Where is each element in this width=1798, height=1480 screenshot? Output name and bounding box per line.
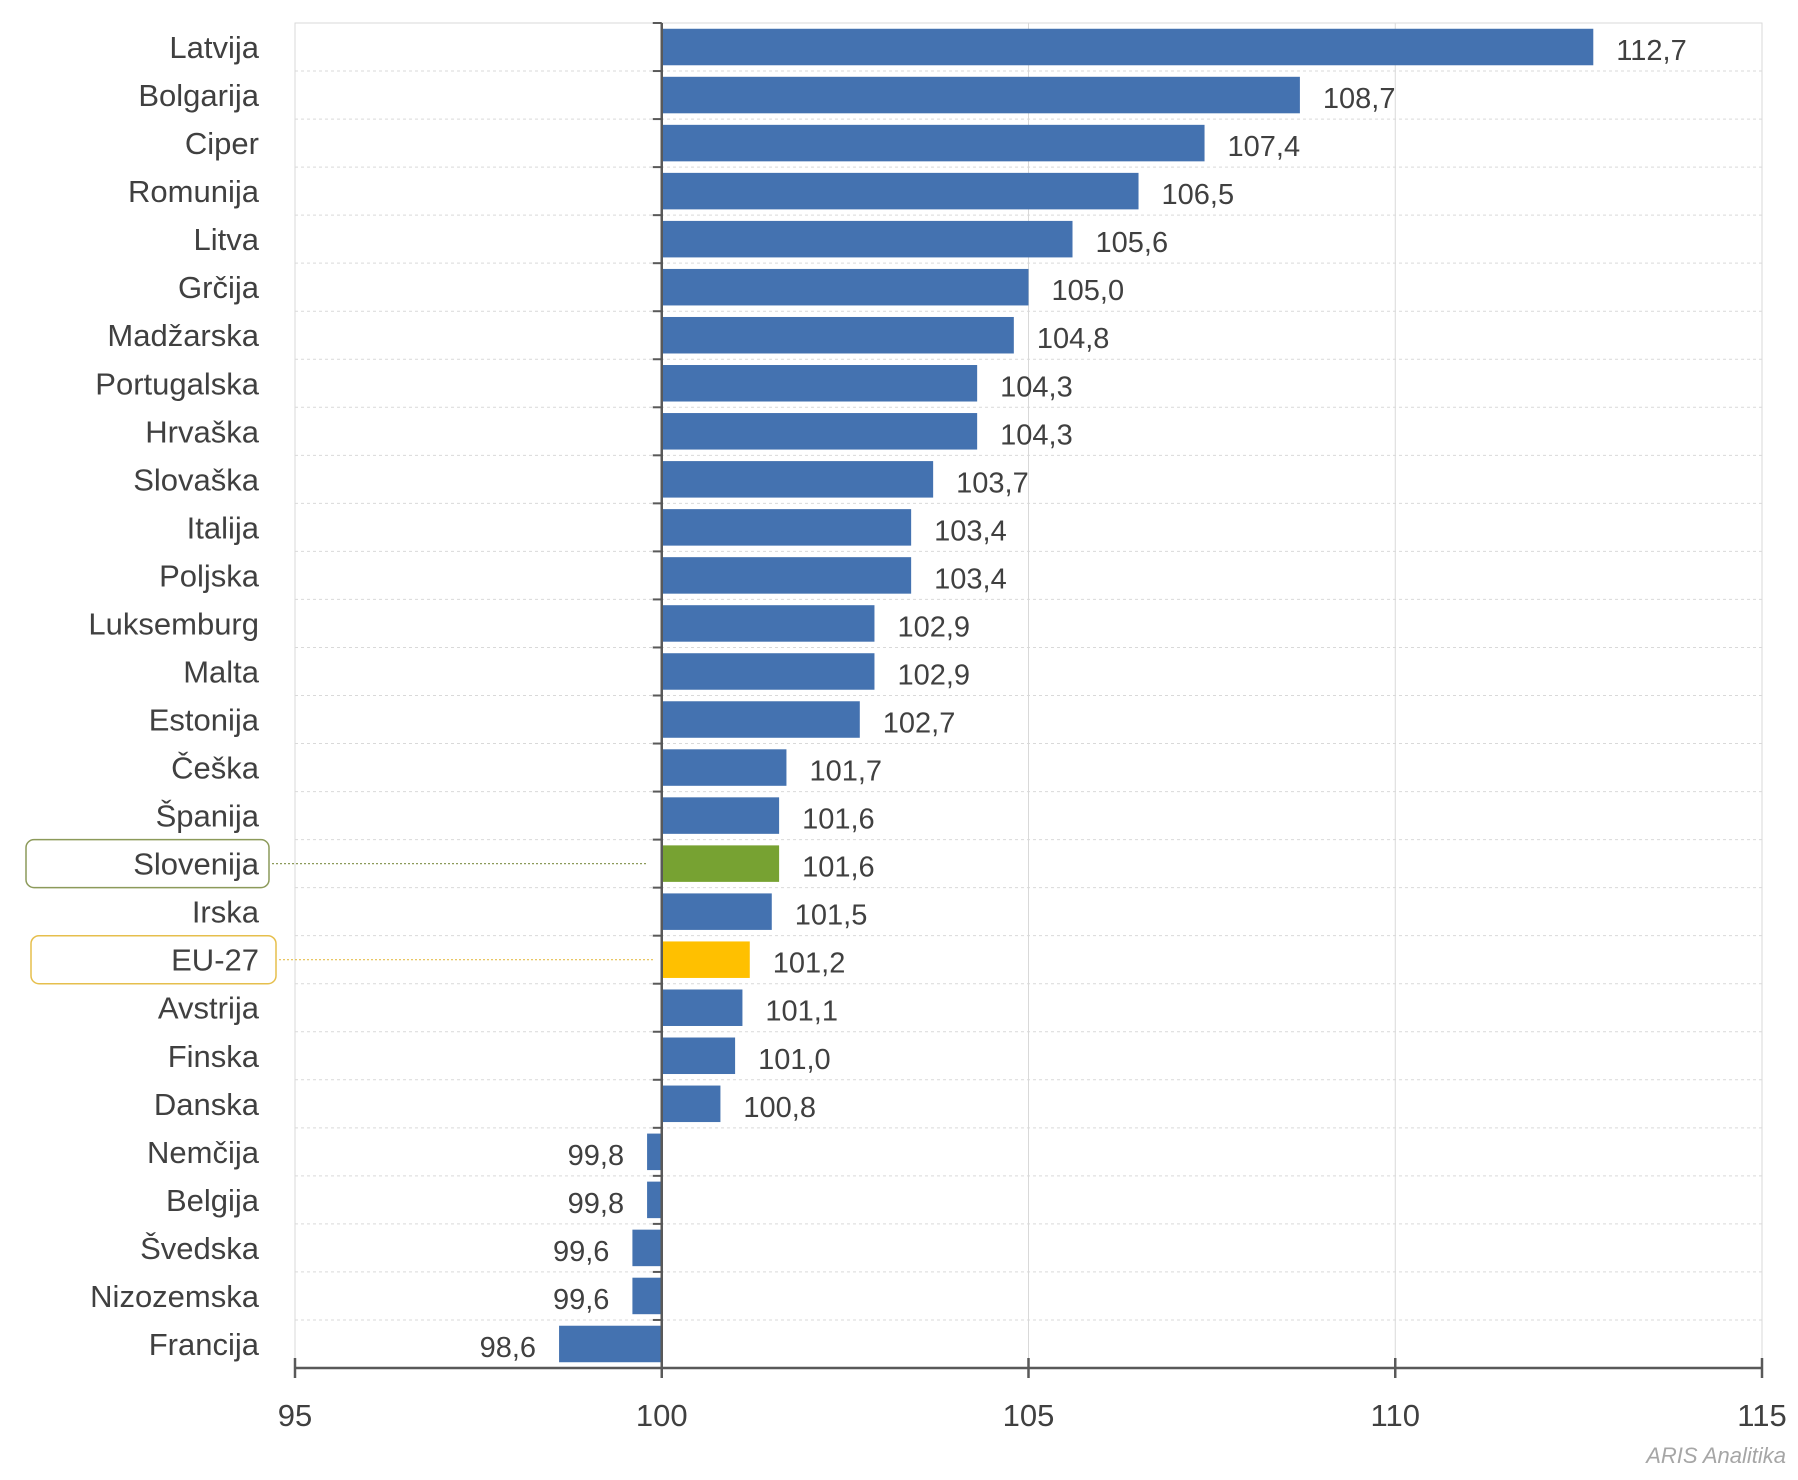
category-label: Hrvaška bbox=[145, 414, 259, 449]
bar bbox=[632, 1229, 662, 1267]
category-label: EU-27 bbox=[171, 943, 259, 978]
category-label: Italija bbox=[187, 510, 260, 545]
data-label: 104,3 bbox=[1000, 371, 1073, 403]
bar bbox=[661, 220, 1073, 258]
data-label: 104,8 bbox=[1037, 323, 1110, 355]
bar bbox=[661, 893, 772, 930]
category-label: Ciper bbox=[185, 126, 259, 161]
bar bbox=[661, 509, 912, 546]
category-label: Poljska bbox=[159, 558, 260, 593]
data-label: 102,7 bbox=[883, 708, 956, 740]
bar bbox=[661, 124, 1205, 162]
bar bbox=[661, 749, 787, 786]
x-tick-label: 100 bbox=[636, 1398, 688, 1433]
x-tick-label: 105 bbox=[1003, 1398, 1055, 1433]
bar bbox=[661, 461, 934, 498]
data-label: 104,3 bbox=[1000, 419, 1073, 451]
data-label: 99,6 bbox=[553, 1236, 609, 1268]
watermark: ARIS Analitika bbox=[1646, 1443, 1786, 1468]
data-label: 102,9 bbox=[897, 659, 970, 691]
category-label: Slovenija bbox=[133, 847, 260, 882]
data-label: 103,4 bbox=[934, 515, 1007, 547]
bar bbox=[661, 845, 780, 882]
data-label: 105,6 bbox=[1096, 227, 1169, 259]
category-label: Nemčija bbox=[147, 1135, 260, 1170]
category-label: Romunija bbox=[128, 174, 260, 209]
bar bbox=[661, 172, 1139, 210]
bar bbox=[661, 653, 875, 690]
category-label: Estonija bbox=[149, 703, 260, 738]
category-label: Portugalska bbox=[95, 366, 259, 401]
data-label: 103,4 bbox=[934, 563, 1007, 595]
data-label: 112,7 bbox=[1616, 35, 1686, 67]
bar bbox=[647, 1133, 662, 1171]
category-label: Bolgarija bbox=[138, 78, 259, 113]
data-label: 99,8 bbox=[568, 1188, 624, 1220]
bar bbox=[559, 1325, 662, 1363]
bar bbox=[661, 941, 750, 978]
x-tick-label: 110 bbox=[1371, 1398, 1420, 1433]
data-label: 99,6 bbox=[553, 1284, 609, 1316]
bar bbox=[661, 1037, 736, 1075]
data-label: 100,8 bbox=[743, 1092, 816, 1124]
data-label: 101,1 bbox=[765, 996, 838, 1028]
bar bbox=[661, 76, 1300, 114]
bar bbox=[661, 316, 1014, 354]
bar bbox=[661, 605, 875, 642]
x-tick-label: 95 bbox=[278, 1398, 312, 1433]
bar bbox=[661, 28, 1594, 66]
x-tick-label: 115 bbox=[1737, 1398, 1786, 1433]
bar bbox=[661, 365, 978, 402]
bar bbox=[661, 797, 780, 834]
category-label: Grčija bbox=[178, 270, 260, 305]
data-label: 101,6 bbox=[802, 804, 875, 836]
bar bbox=[661, 1085, 721, 1123]
data-label: 105,0 bbox=[1052, 275, 1125, 307]
data-label: 107,4 bbox=[1228, 131, 1301, 163]
category-label: Finska bbox=[168, 1039, 260, 1074]
category-label: Litva bbox=[194, 222, 260, 257]
category-label: Malta bbox=[183, 654, 260, 689]
bar bbox=[632, 1277, 662, 1315]
category-label: Slovaška bbox=[133, 462, 260, 497]
category-label: Latvija bbox=[169, 30, 259, 65]
slovenia-highlight-box bbox=[25, 838, 270, 889]
data-label: 103,7 bbox=[956, 467, 1029, 499]
data-label: 106,5 bbox=[1162, 179, 1235, 211]
category-label: Francija bbox=[149, 1327, 260, 1362]
category-label: Danska bbox=[154, 1087, 260, 1122]
data-label: 101,5 bbox=[795, 900, 868, 932]
data-label: 108,7 bbox=[1323, 83, 1396, 115]
data-label: 99,8 bbox=[568, 1140, 624, 1172]
bar bbox=[661, 413, 978, 450]
category-label: Švedska bbox=[140, 1231, 260, 1266]
data-label: 101,6 bbox=[802, 852, 875, 884]
bar bbox=[661, 557, 912, 594]
data-label: 98,6 bbox=[480, 1332, 536, 1364]
bar bbox=[661, 268, 1029, 306]
category-label: Češka bbox=[171, 751, 260, 786]
category-label: Irska bbox=[192, 895, 260, 930]
category-label: Belgija bbox=[166, 1183, 260, 1218]
data-label: 101,2 bbox=[773, 948, 846, 980]
category-label: Nizozemska bbox=[90, 1279, 260, 1314]
category-label: Avstrija bbox=[158, 991, 260, 1026]
bar bbox=[661, 701, 860, 738]
category-label: Madžarska bbox=[107, 318, 259, 353]
bar bbox=[647, 1181, 662, 1219]
category-label: Španija bbox=[156, 799, 260, 834]
data-label: 101,0 bbox=[758, 1044, 831, 1076]
data-label: 102,9 bbox=[897, 611, 970, 643]
category-label: Luksemburg bbox=[88, 606, 259, 641]
bar bbox=[661, 989, 743, 1026]
eu-highlight-box bbox=[30, 934, 277, 985]
data-label: 101,7 bbox=[809, 756, 882, 788]
